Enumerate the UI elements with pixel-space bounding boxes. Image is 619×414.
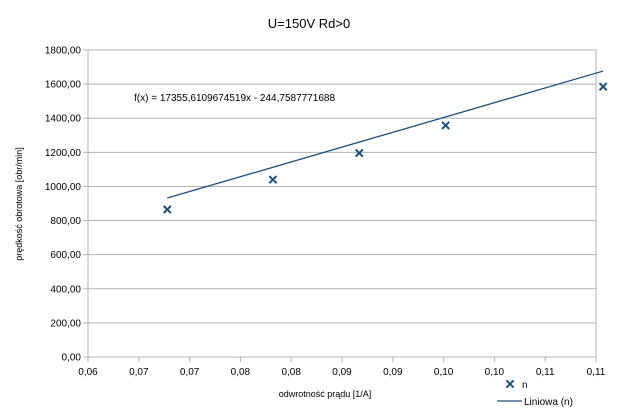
legend-x-marker [505,379,515,389]
x-tick-label: 0,09 [332,367,352,378]
y-tick-label: 1600,00 [45,80,82,91]
data-points [162,82,608,214]
chart-title: U=150V Rd>0 [268,16,350,31]
y-tick-label: 400,00 [50,284,81,295]
y-tick-label: 1000,00 [45,182,82,193]
y-tick-label: 600,00 [50,250,81,261]
legend-marker-n [505,379,515,389]
data-point [598,82,608,91]
x-tick-label: 0,10 [485,367,505,378]
legend-label-n: n [522,380,528,391]
y-tick-label: 0,00 [62,353,82,364]
x-tick-label: 0,11 [587,367,606,378]
x-tick-label: 0,08 [281,367,301,378]
x-tick-label: 0,10 [434,367,454,378]
trendline-equation: f(x) = 17355,6109674519x - 244,758777168… [134,93,335,104]
legend-label-trendline: Liniowa (n) [524,397,573,408]
x-tick-label: 0,06 [78,367,98,378]
y-tick-label: 1200,00 [45,148,82,159]
plot-area-border [87,49,597,358]
x-tick-label: 0,07 [129,367,149,378]
x-tick-labels: 0,06 0,07 0,07 0,08 0,08 0,09 0,09 0,10 0,10 0,11… [78,367,606,378]
x-tick-label: 0,09 [383,367,403,378]
data-point [268,175,278,184]
data-point [354,148,364,158]
y-axis-label: prędkość obrotowa [obr/min] [14,147,24,261]
x-tick-label: 0,07 [180,367,200,378]
y-tick-label: 1800,00 [45,46,82,57]
y-tick-label: 1400,00 [45,114,82,125]
trendline [167,70,604,199]
x-tick-label: 0,11 [536,367,555,378]
data-point [441,121,450,130]
y-tick-label: 200,00 [50,318,81,329]
legend: n Liniowa (n) [497,379,573,408]
data-point [162,205,172,214]
x-axis-label: odwrotność prądu [1/A] [279,389,372,399]
x-tick-label: 0,08 [231,367,251,378]
y-tick-label: 800,00 [50,216,81,227]
y-tick-labels: 0,00 200,00 400,00 600,00 800,00 1000,00 1200,… [45,46,82,364]
